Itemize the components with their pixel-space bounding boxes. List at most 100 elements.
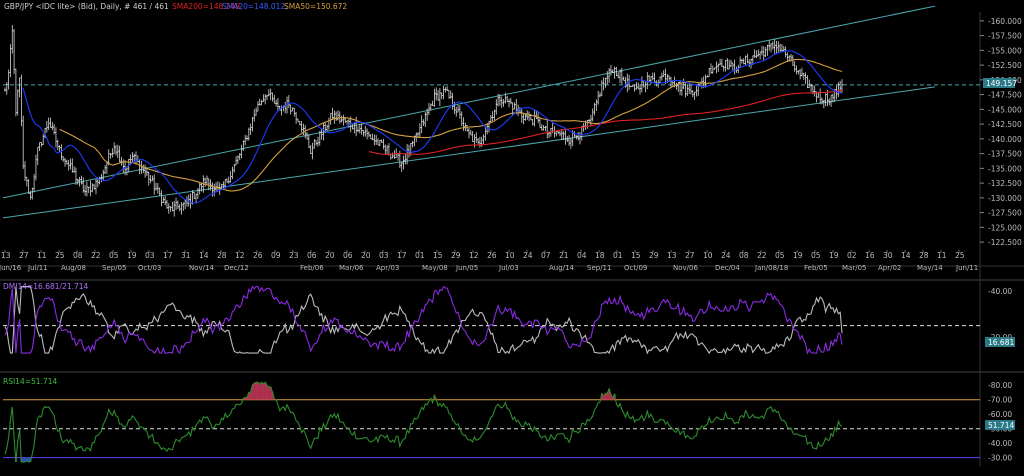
x-month-label: Dec/04 [715,264,740,272]
x-tick-label: 05 [775,251,785,260]
x-tick-label: 19 [793,251,803,260]
y-tick-label: -145.000 [988,105,1022,114]
x-tick-label: 12 [235,251,245,260]
y-tick-label: -160.000 [988,17,1022,26]
x-tick-label: 29 [451,251,461,260]
y-tick-label: -132.500 [988,179,1022,188]
x-month-label: Jun/16 [0,264,22,272]
x-tick-label: 07 [541,251,551,260]
price-badge-bg [983,78,1015,88]
x-month-label: May/08 [422,264,448,272]
x-month-label: May/14 [917,264,943,272]
x-tick-label: 26 [253,251,263,260]
x-month-label: Apr/02 [878,264,901,272]
x-tick-label: 18 [595,251,605,260]
x-tick-label: 22 [757,251,767,260]
dmi-y-tick-label: -40.00 [988,287,1012,296]
x-month-label: Aug/08 [61,264,86,272]
x-month-label: Jul/03 [498,264,519,272]
channel-upper-line [2,5,936,199]
x-month-label: Sep/11 [587,264,611,272]
x-month-label: Feb/05 [804,264,828,272]
x-tick-label: 10 [703,251,713,260]
x-tick-label: 14 [901,251,911,260]
x-tick-label: 08 [739,251,749,260]
dmi-title: DMI14=16.681/21.714 [3,282,89,291]
sma200-label: SMA200=148.249, [172,2,242,11]
sma50-line [59,58,843,192]
x-tick-label: 03 [379,251,389,260]
x-month-label: Apr/03 [376,264,399,272]
x-tick-label: 20 [325,251,335,260]
x-tick-label: 11 [937,251,947,260]
x-tick-label: 15 [433,251,443,260]
sma200-line [368,89,843,156]
x-tick-label: 05 [109,251,119,260]
rsi-badge-bg [985,420,1015,430]
x-tick-label: 04 [577,251,587,260]
y-tick-label: -135.000 [988,164,1022,173]
x-tick-label: 24 [523,251,533,260]
x-tick-label: 15 [631,251,641,260]
x-month-label: Nov/06 [673,264,698,272]
dmi-panel[interactable]: -40.00-20.00 [3,285,1012,355]
x-tick-label: 05 [811,251,821,260]
channel-lower-line [2,86,936,219]
dmi-badge: 16.681 [988,338,1014,347]
x-month-label: Nov/14 [189,264,214,272]
rsi-y-tick-label: -30.00 [988,454,1012,463]
x-month-label: Jul/11 [27,264,48,272]
x-tick-label: 17 [163,251,173,260]
rsi-title: RSI14=51.714 [3,377,57,386]
y-tick-label: -127.500 [988,209,1022,218]
x-tick-label: 19 [829,251,839,260]
x-tick-label: 06 [343,251,353,260]
dmi-badge-bg [985,337,1015,347]
x-tick-label: 11 [37,251,47,260]
x-tick-label: 30 [883,251,893,260]
x-tick-label: 21 [559,251,569,260]
x-month-label: Feb/06 [300,264,324,272]
x-tick-label: 24 [721,251,731,260]
x-tick-label: 08 [73,251,83,260]
rsi-badge: 51.714 [988,421,1014,430]
x-tick-label: 28 [217,251,227,260]
rsi-y-tick-label: -80.00 [988,381,1012,390]
x-tick-label: 02 [847,251,857,260]
x-tick-label: 31 [181,251,191,260]
y-tick-label: -157.500 [988,32,1022,41]
x-tick-label: 03 [145,251,155,260]
rsi-panel[interactable]: -80.00-70.00-60.00-50.00-40.00-30.00 [3,381,1012,463]
x-month-label: Oct/09 [624,264,647,272]
y-tick-label: -152.500 [988,61,1022,70]
x-month-label: Mar/06 [339,264,364,272]
x-tick-label: 27 [685,251,695,260]
x-tick-label: 12 [469,251,479,260]
x-tick-label: 13 [1,251,11,260]
sma20-label: SMA20=148.012, [222,2,288,11]
x-tick-label: 16 [865,251,875,260]
symbol-title: GBP/JPY <IDC lite> (Bid), Daily, # 461 /… [4,2,169,11]
x-tick-label: 01 [415,251,425,260]
x-tick-label: 29 [649,251,659,260]
price-badge: 149.157 [986,79,1017,88]
x-month-label: Aug/14 [549,264,574,272]
x-month-label: Jun/11 [955,264,978,272]
y-tick-label: -137.500 [988,150,1022,159]
x-tick-label: 19 [127,251,137,260]
date-axis: 13 27 11 25 08 22 05 19 03 17 31 14 28 12 26 09 23 06 20 06… [0,250,978,272]
x-month-label: Jan/08/18 [754,264,788,272]
price-panel[interactable]: -160.000-157.500-155.000-152.500-150.000… [0,5,1024,466]
y-tick-label: -140.000 [988,135,1022,144]
x-tick-label: 20 [361,251,371,260]
x-tick-label: 17 [397,251,407,260]
x-month-label: Oct/03 [138,264,161,272]
sma50-label: SMA50=150.672 [284,2,347,11]
x-tick-label: 13 [667,251,677,260]
y-tick-label: -125.000 [988,223,1022,232]
x-tick-label: 27 [19,251,29,260]
y-tick-label: -142.500 [988,120,1022,129]
x-month-label: Mar/05 [842,264,866,272]
x-tick-label: 25 [955,251,965,260]
